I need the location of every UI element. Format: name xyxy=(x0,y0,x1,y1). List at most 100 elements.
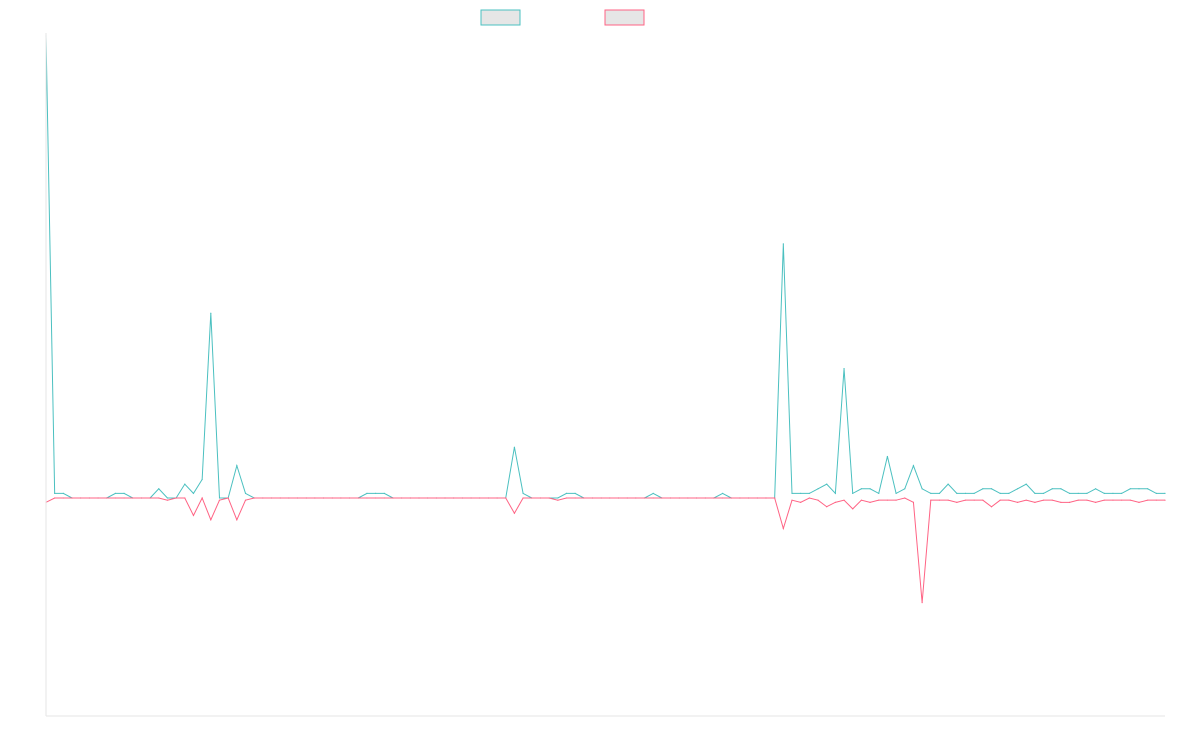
series-2-point-124 xyxy=(1121,499,1123,501)
series-1-point-101 xyxy=(921,488,923,490)
series-1-point-95 xyxy=(869,488,871,490)
series-2-point-52 xyxy=(496,497,498,499)
series-2-point-73 xyxy=(678,497,680,499)
series-2-point-29 xyxy=(296,497,299,499)
series-2-point-103 xyxy=(938,499,941,501)
series-2-point-86 xyxy=(791,499,793,501)
series-2-point-32 xyxy=(322,497,325,499)
series-1-point-85 xyxy=(782,243,784,245)
series-1-point-70 xyxy=(652,492,654,494)
series-2-point-58 xyxy=(548,497,550,499)
series-2-point-63 xyxy=(591,497,594,499)
series-2-point-7 xyxy=(106,497,108,499)
series-1-point-55 xyxy=(522,492,524,494)
series-1-point-105 xyxy=(956,492,958,494)
series-2-point-47 xyxy=(453,497,455,499)
series-2-line xyxy=(45,496,1165,603)
series-2-point-39 xyxy=(383,497,385,499)
series-1-point-109 xyxy=(990,488,993,490)
series-1-point-104 xyxy=(947,483,949,485)
series-2-point-102 xyxy=(930,499,932,501)
series-1-point-102 xyxy=(930,492,932,494)
series-2-point-113 xyxy=(1025,499,1027,501)
series-1-point-22 xyxy=(236,465,238,467)
series-2-point-2 xyxy=(62,497,64,499)
series-1-point-129 xyxy=(1164,492,1166,494)
series-2-point-87 xyxy=(800,501,802,503)
series-2-point-109 xyxy=(990,506,993,508)
series-1-point-122 xyxy=(1103,492,1105,494)
series-1-point-59 xyxy=(557,497,559,499)
series-2-point-48 xyxy=(461,497,463,499)
series-2-point-74 xyxy=(687,497,689,499)
series-1-point-111 xyxy=(1008,492,1010,494)
series-1-point-16 xyxy=(184,483,186,485)
series-2-point-118 xyxy=(1068,501,1071,503)
series-2-point-30 xyxy=(305,497,307,499)
series-2-point-45 xyxy=(435,497,437,499)
series-2-point-66 xyxy=(617,497,620,499)
series-2-point-92 xyxy=(843,499,845,501)
series-2-point-129 xyxy=(1164,499,1166,501)
series-1-point-110 xyxy=(999,492,1001,494)
series-2-point-78 xyxy=(722,497,724,499)
series-2-point-40 xyxy=(392,497,394,499)
series-2-point-90 xyxy=(826,506,828,508)
series-2-point-14 xyxy=(166,499,169,501)
series-2-point-75 xyxy=(695,497,698,499)
series-2-point-115 xyxy=(1042,499,1045,501)
series-2-point-100 xyxy=(912,501,915,503)
series-2-point-4 xyxy=(80,497,82,499)
series-2-point-99 xyxy=(904,497,906,499)
series-2-point-23 xyxy=(244,499,247,501)
series-1-point-78 xyxy=(722,492,724,494)
series-2-point-18 xyxy=(201,497,203,499)
series-2-point-108 xyxy=(982,499,984,501)
legend[interactable] xyxy=(480,9,645,26)
series-2-point-54 xyxy=(513,512,516,514)
series-2-point-84 xyxy=(774,497,776,499)
series-2-point-49 xyxy=(470,497,472,499)
series-2-point-25 xyxy=(262,497,264,499)
series-2-point-97 xyxy=(886,499,889,501)
series-2-point-26 xyxy=(270,497,273,499)
series-1-point-97 xyxy=(886,455,889,458)
series-1-point-91 xyxy=(834,492,836,494)
series-2-point-127 xyxy=(1147,499,1149,501)
legend-swatch-1[interactable] xyxy=(480,9,521,26)
series-2-point-51 xyxy=(487,497,489,499)
series-1-point-127 xyxy=(1147,488,1149,490)
series-1-point-17 xyxy=(192,492,195,494)
series-2-point-15 xyxy=(175,497,177,499)
series-1-point-19 xyxy=(210,312,212,314)
series-1-point-115 xyxy=(1042,492,1045,494)
series-1-point-20 xyxy=(218,497,221,499)
series-2-point-123 xyxy=(1112,499,1114,501)
series-2-point-57 xyxy=(539,497,542,499)
series-2-point-9 xyxy=(123,497,125,499)
series-1-point-92 xyxy=(843,368,845,370)
series-2-point-3 xyxy=(71,497,73,499)
series-2-point-1 xyxy=(54,497,56,499)
axes xyxy=(45,33,1165,717)
series-2 xyxy=(45,496,1166,604)
series-2-point-36 xyxy=(357,497,359,499)
series-2-point-11 xyxy=(140,497,143,499)
series-1-point-98 xyxy=(895,492,897,494)
series-1-point-88 xyxy=(808,492,810,494)
series-2-point-22 xyxy=(236,519,238,521)
legend-swatch-2[interactable] xyxy=(604,9,645,26)
series-1-point-86 xyxy=(791,492,793,494)
series-1-point-8 xyxy=(114,492,116,494)
series-2-point-107 xyxy=(973,499,975,501)
series-1-point-123 xyxy=(1112,492,1114,494)
series-1-point-89 xyxy=(817,488,819,490)
series-1-point-113 xyxy=(1025,483,1027,485)
series-1-point-116 xyxy=(1051,488,1053,490)
series-2-point-105 xyxy=(956,501,958,503)
series-2-point-42 xyxy=(409,497,411,499)
series-2-point-43 xyxy=(418,497,420,499)
series-1-point-54 xyxy=(513,446,516,448)
